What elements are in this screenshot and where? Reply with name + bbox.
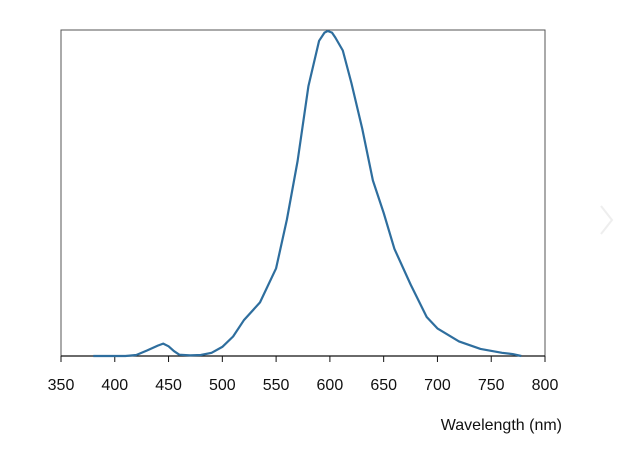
spectrum-line: [93, 29, 522, 358]
x-tick-label: 600: [317, 377, 344, 394]
x-tick-label: 750: [478, 377, 505, 394]
x-tick-label: 500: [209, 377, 236, 394]
x-tick-label: 700: [424, 377, 451, 394]
x-tick-label: 450: [155, 377, 182, 394]
plot-area-frame: [60, 29, 546, 357]
x-tick-label: 550: [263, 377, 290, 394]
x-axis-title: Wavelength (nm): [441, 417, 562, 434]
x-tick-label: 350: [48, 377, 75, 394]
x-tick-label: 800: [532, 377, 559, 394]
chevron-right-icon[interactable]: [596, 200, 616, 240]
x-tick-label: 400: [101, 377, 128, 394]
x-tick-label: 650: [370, 377, 397, 394]
